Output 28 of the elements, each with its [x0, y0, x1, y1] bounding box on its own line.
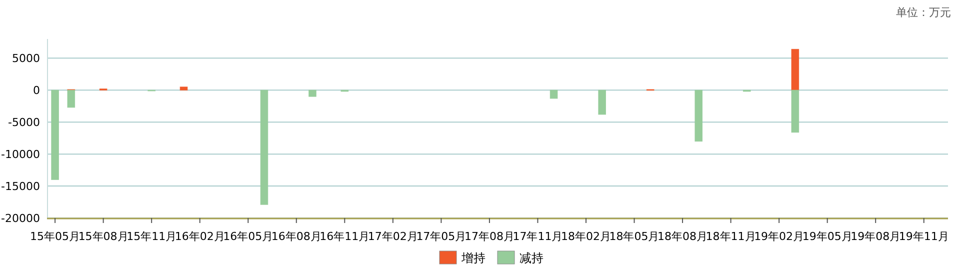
x-tick-label: 15年05月 — [30, 230, 80, 243]
x-tick-label: 17年02月 — [368, 230, 418, 243]
x-tick-label: 16年08月 — [271, 230, 322, 243]
x-tick-label: 18年02月 — [560, 230, 611, 243]
text: 单位：万元 — [896, 6, 951, 19]
y-tick-label: -10000 — [1, 148, 40, 162]
x-tick-label: 16年05月 — [223, 230, 274, 243]
x-tick-label: 19年08月 — [850, 230, 901, 243]
x-tick-label: 19年02月 — [754, 230, 804, 243]
y-tick-label: 0 — [33, 84, 40, 98]
legend-label: 增持 — [460, 251, 486, 265]
y-tick-label: 5000 — [12, 52, 40, 66]
x-tick-label: 17年08月 — [464, 230, 514, 243]
x-tick-label: 18年08月 — [658, 230, 708, 243]
y-tick-label: -20000 — [1, 212, 40, 225]
x-tick-label: 19年11月 — [898, 230, 949, 243]
x-tick-label: 17年05月 — [416, 230, 466, 243]
x-tick-label: 15年08月 — [78, 230, 128, 243]
legend-label: 减持 — [520, 251, 544, 265]
y-tick-label: -15000 — [1, 180, 40, 194]
x-tick-label: 18年05月 — [609, 230, 660, 243]
x-tick-label: 15年11月 — [126, 230, 177, 243]
x-tick-label: 16年02月 — [174, 230, 225, 243]
x-tick-label: 17年11月 — [512, 230, 563, 243]
x-tick-label: 19年05月 — [802, 230, 852, 243]
y-tick-label: -5000 — [8, 116, 40, 130]
x-tick-label: 18年11月 — [706, 230, 756, 243]
x-tick-label: 16年11月 — [320, 230, 370, 243]
